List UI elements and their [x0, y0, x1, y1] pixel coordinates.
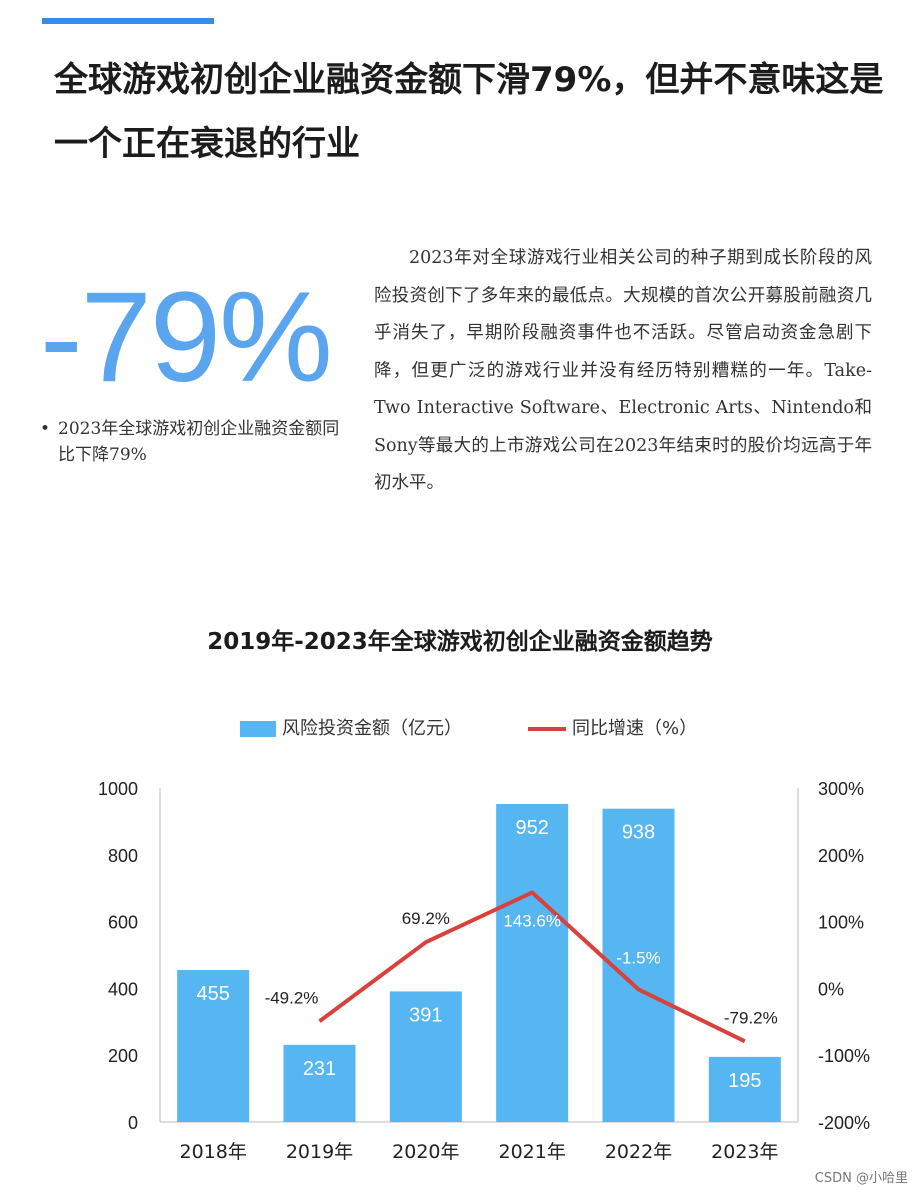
x-tick-label: 2019年 [286, 1141, 353, 1163]
y-right-tick-label: 200% [818, 846, 864, 866]
x-tick-label: 2018年 [179, 1141, 246, 1163]
bar [708, 1056, 781, 1122]
bar-value-label: 195 [728, 1070, 761, 1092]
bar [177, 970, 250, 1122]
stat-big-number: -79% [40, 266, 333, 409]
legend-swatch-line [528, 727, 566, 731]
y-left-tick-label: 600 [108, 913, 138, 933]
body-paragraph: 2023年对全球游戏行业相关公司的种子期到成长阶段的风险投资创下了多年来的最低点… [374, 248, 872, 493]
bar [496, 804, 569, 1122]
page-headline: 全球游戏初创企业融资金额下滑79%，但并不意味这是一个正在衰退的行业 [54, 60, 884, 164]
y-right-tick-label: 300% [818, 779, 864, 799]
legend-label-line: 同比增速（%） [572, 718, 698, 739]
bar-value-label: 938 [622, 822, 655, 844]
bar-value-label: 455 [196, 983, 229, 1005]
y-right-tick-label: -200% [818, 1113, 870, 1133]
y-left-tick-label: 200 [108, 1046, 138, 1066]
stat-note-text: 2023年全球游戏初创企业融资金额同比下降79% [58, 419, 340, 465]
x-tick-label: 2021年 [498, 1141, 565, 1163]
line-value-label: 69.2% [402, 909, 450, 928]
legend-swatch-bar [240, 721, 276, 737]
y-left-tick-label: 400 [108, 979, 138, 999]
y-left-tick-label: 1000 [98, 779, 138, 799]
y-right-tick-label: 100% [818, 913, 864, 933]
legend-label-bar: 风险投资金额（亿元） [282, 718, 462, 739]
legend-item-line: 同比增速（%） [528, 714, 697, 740]
watermark: CSDN @小哈里 [814, 1171, 908, 1186]
x-tick-label: 2020年 [392, 1141, 459, 1163]
bar [283, 1044, 356, 1122]
combo-chart: 0 200 400 600 800 1000 -200% -100% 0% 100% 200% 300… [98, 779, 870, 1163]
line-value-label: -1.5% [616, 948, 660, 967]
y-right-tick-label: -100% [818, 1046, 870, 1066]
accent-bar [42, 18, 214, 24]
legend-item-bar: 风险投资金额（亿元） [240, 714, 462, 740]
line-value-label: 143.6% [503, 911, 561, 930]
bar-value-label: 391 [409, 1004, 442, 1026]
line-value-label: -49.2% [265, 988, 319, 1007]
bar-value-label: 952 [515, 817, 548, 839]
y-left-tick-label: 800 [108, 846, 138, 866]
y-right-tick-label: 0% [818, 979, 844, 999]
bar-value-label: 231 [303, 1058, 336, 1080]
bar [389, 991, 462, 1122]
x-tick-label: 2023年 [711, 1141, 778, 1163]
growth-line [318, 890, 746, 1044]
line-value-label: -79.2% [724, 1008, 778, 1027]
x-tick-label: 2022年 [605, 1141, 672, 1163]
chart-title: 2019年-2023年全球游戏初创企业融资金额趋势 [207, 629, 713, 655]
bullet-dot: • [40, 419, 51, 439]
stat-note: • 2023年全球游戏初创企业融资金额同比下降79% [40, 416, 340, 468]
y-left-tick-label: 0 [128, 1113, 138, 1133]
